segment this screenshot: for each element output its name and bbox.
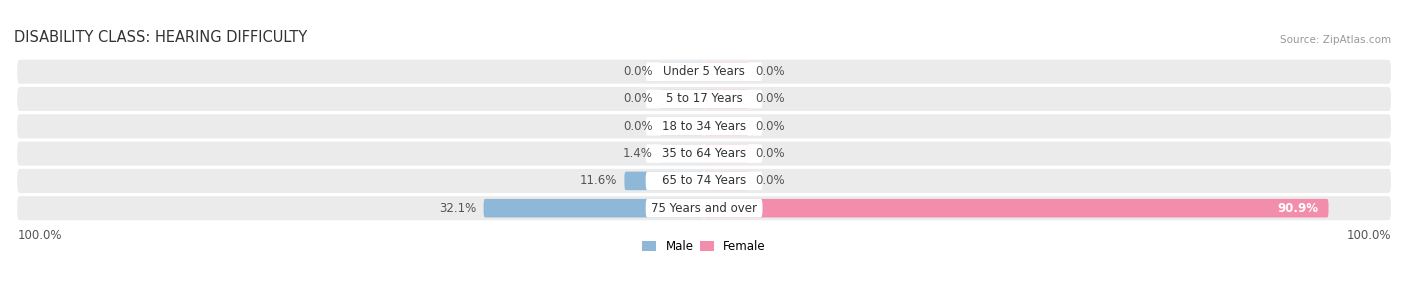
FancyBboxPatch shape [659, 117, 704, 135]
Text: 0.0%: 0.0% [755, 147, 785, 160]
FancyBboxPatch shape [659, 144, 704, 163]
FancyBboxPatch shape [624, 172, 704, 190]
FancyBboxPatch shape [645, 90, 762, 108]
Text: 90.9%: 90.9% [1277, 202, 1319, 215]
FancyBboxPatch shape [17, 60, 1391, 84]
Text: 100.0%: 100.0% [17, 229, 62, 242]
Text: 75 Years and over: 75 Years and over [651, 202, 756, 215]
FancyBboxPatch shape [704, 172, 749, 190]
Text: 11.6%: 11.6% [581, 174, 617, 187]
FancyBboxPatch shape [17, 142, 1391, 166]
FancyBboxPatch shape [484, 199, 704, 217]
Text: 65 to 74 Years: 65 to 74 Years [662, 174, 747, 187]
FancyBboxPatch shape [645, 199, 762, 217]
FancyBboxPatch shape [704, 144, 749, 163]
Text: 0.0%: 0.0% [755, 174, 785, 187]
Text: 0.0%: 0.0% [755, 120, 785, 133]
Text: 18 to 34 Years: 18 to 34 Years [662, 120, 747, 133]
Text: 0.0%: 0.0% [623, 92, 652, 106]
FancyBboxPatch shape [645, 117, 762, 135]
Text: DISABILITY CLASS: HEARING DIFFICULTY: DISABILITY CLASS: HEARING DIFFICULTY [14, 30, 308, 45]
FancyBboxPatch shape [17, 87, 1391, 111]
Text: 100.0%: 100.0% [1347, 229, 1391, 242]
Text: 0.0%: 0.0% [755, 65, 785, 78]
FancyBboxPatch shape [17, 196, 1391, 220]
FancyBboxPatch shape [704, 117, 749, 135]
Text: 32.1%: 32.1% [440, 202, 477, 215]
FancyBboxPatch shape [17, 114, 1391, 138]
FancyBboxPatch shape [645, 63, 762, 81]
FancyBboxPatch shape [704, 90, 749, 108]
FancyBboxPatch shape [659, 63, 704, 81]
Text: 5 to 17 Years: 5 to 17 Years [665, 92, 742, 106]
Text: 0.0%: 0.0% [623, 120, 652, 133]
Text: 0.0%: 0.0% [755, 92, 785, 106]
FancyBboxPatch shape [645, 144, 762, 163]
FancyBboxPatch shape [659, 90, 704, 108]
FancyBboxPatch shape [704, 63, 749, 81]
Text: 1.4%: 1.4% [623, 147, 652, 160]
Legend: Male, Female: Male, Female [637, 235, 770, 258]
FancyBboxPatch shape [17, 169, 1391, 193]
FancyBboxPatch shape [645, 172, 762, 190]
Text: Source: ZipAtlas.com: Source: ZipAtlas.com [1279, 35, 1391, 45]
FancyBboxPatch shape [704, 199, 1329, 217]
Text: 35 to 64 Years: 35 to 64 Years [662, 147, 747, 160]
Text: Under 5 Years: Under 5 Years [664, 65, 745, 78]
Text: 0.0%: 0.0% [623, 65, 652, 78]
